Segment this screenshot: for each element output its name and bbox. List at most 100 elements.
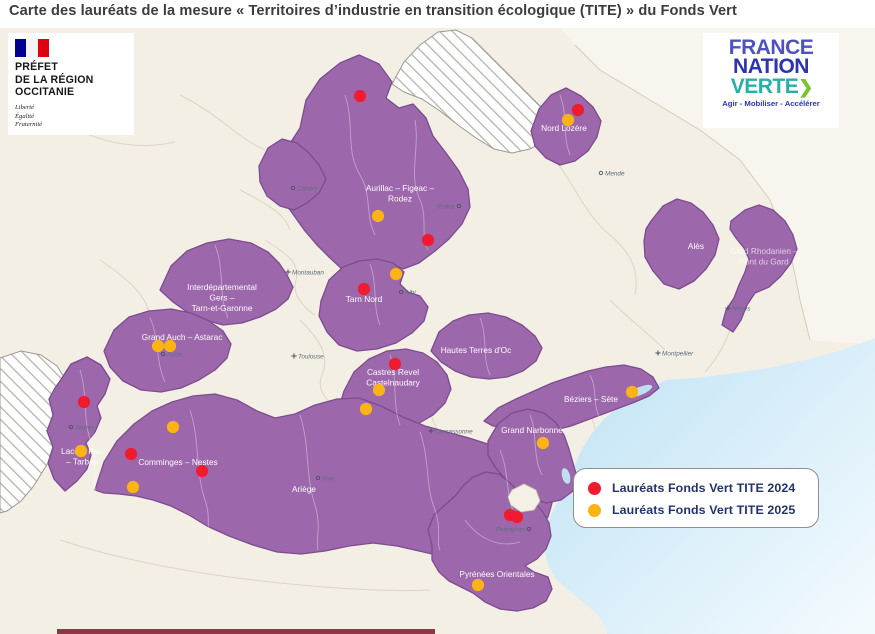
legend-dot-2025 xyxy=(588,503,601,517)
hatched-areas xyxy=(0,29,559,514)
territory-label-nord-lozere: Nord Lozère xyxy=(541,123,587,133)
city-marker-Montauban xyxy=(285,269,291,275)
laureate-dot-2025 xyxy=(74,444,88,458)
territory-label-beziers-sete: Béziers – Sète xyxy=(564,394,618,404)
motto-liberte: Liberté xyxy=(15,104,35,112)
city-marker-Nîmes xyxy=(725,305,731,311)
territory-label-hautes-terres-d-oc: Hautes Terres d'Oc xyxy=(441,345,512,355)
laureate-dot-2024 xyxy=(388,357,402,371)
territory-label-gard-rhodanien-pont-du-gard: Gard Rhodanien – xyxy=(730,246,798,256)
city-label-Nîmes: Nîmes xyxy=(732,305,751,312)
city-marker-Albi xyxy=(398,289,404,295)
city-label-Montauban: Montauban xyxy=(292,269,324,276)
legend-label-2024: Lauréats Fonds Vert TITE 2024 xyxy=(612,481,796,495)
city-label-Tarbes: Tarbes xyxy=(75,424,95,431)
city-marker-Perpignan xyxy=(526,526,532,532)
territory-label-lacq-pau-tarbes: – Tarbes xyxy=(66,456,98,466)
city-marker-Mende xyxy=(598,170,604,176)
legend-label-2025: Lauréats Fonds Vert TITE 2025 xyxy=(612,503,796,517)
city-label-Foix: Foix xyxy=(322,475,335,482)
legend: Lauréats Fonds Vert TITE 2024 Lauréats F… xyxy=(573,468,819,528)
laureate-dot-2025 xyxy=(471,578,485,592)
page-title: Carte des lauréats de la mesure « Territ… xyxy=(9,3,737,19)
france-nation-verte-logo: FRANCE NATION VERTE❯ Agir - Mobiliser - … xyxy=(703,33,839,128)
laureate-dot-2024 xyxy=(124,447,138,461)
motto-fraternite: Fraternité xyxy=(15,121,43,129)
city-marker-Toulouse xyxy=(291,353,297,359)
territory-label-ales: Alès xyxy=(688,241,704,251)
city-label-Mende: Mende xyxy=(605,170,625,177)
city-label-Montpellier: Montpellier xyxy=(662,350,694,357)
laureate-dot-2024 xyxy=(77,395,91,409)
laureate-dot-2025 xyxy=(371,209,385,223)
territory-shape-cahors-area xyxy=(258,138,327,211)
french-flag-icon xyxy=(15,39,49,57)
territory-label-aurillac-figeac-rodez: Rodez xyxy=(388,193,412,203)
territory-label-grand-narbonne: Grand Narbonne xyxy=(501,425,563,435)
city-marker-Tarbes xyxy=(68,424,74,430)
prefet-line-1: PRÉFET xyxy=(15,61,58,73)
fnv-word-france: FRANCE xyxy=(728,36,814,59)
territory-label-comminges-nestes: Comminges – Nestes xyxy=(138,457,217,467)
territory-label-ariege: Ariège xyxy=(292,484,316,494)
territory-shape-lacq-pau-tarbes xyxy=(46,356,111,492)
laureate-dot-2024 xyxy=(571,103,585,117)
laureate-dot-2025 xyxy=(389,267,403,281)
laureate-dot-2025 xyxy=(166,420,180,434)
city-label-Carcassonne: Carcassonne xyxy=(435,428,473,435)
laureate-dot-2024 xyxy=(510,510,524,524)
laureate-dot-2024 xyxy=(195,464,209,478)
non-tite-enclave xyxy=(507,483,541,513)
laureate-dot-2025 xyxy=(359,402,373,416)
city-marker-Rodez xyxy=(456,203,462,209)
city-marker-Montpellier xyxy=(655,350,661,356)
laureate-dot-2025 xyxy=(163,339,177,353)
city-label-Cahors: Cahors xyxy=(297,185,318,192)
city-label-Perpignan: Perpignan xyxy=(496,526,526,533)
laureate-dot-2025 xyxy=(561,113,575,127)
territory-shape-aurillac-figeac-rodez xyxy=(270,54,471,276)
city-marker-Foix xyxy=(315,475,321,481)
territory-label-aurillac-figeac-rodez: Aurillac – Figeac – xyxy=(366,183,435,193)
bottom-edge-strip xyxy=(57,629,435,634)
fnv-word-nation: NATION xyxy=(733,55,809,79)
territory-label-interdepartemental-gers-tarn-et-garonne: Interdépartemental xyxy=(187,282,257,292)
city-label-Auch: Auch xyxy=(166,351,182,358)
prefet-line-3: OCCITANIE xyxy=(15,86,75,99)
fnv-chevron-icon: ❯ xyxy=(798,76,813,97)
legend-dot-2024 xyxy=(588,481,601,495)
city-marker-Carcassonne xyxy=(428,428,434,434)
laureate-dot-2025 xyxy=(372,383,386,397)
fnv-tagline: Agir - Mobiliser - Accélérer xyxy=(722,98,820,108)
prefet-occitanie-logo: PRÉFET DE LA RÉGION OCCITANIE Liberté Ég… xyxy=(8,33,134,135)
legend-row-2024: Lauréats Fonds Vert TITE 2024 xyxy=(588,477,818,499)
laureate-dot-2024 xyxy=(421,233,435,247)
territory-shape-nord-lozere xyxy=(530,87,602,166)
legend-row-2025: Lauréats Fonds Vert TITE 2025 xyxy=(588,499,818,521)
laureate-dot-2025 xyxy=(151,339,165,353)
laureate-dot-2024 xyxy=(357,282,371,296)
prefet-line-2: DE LA RÉGION xyxy=(15,73,94,86)
motto-egalite: Égalité xyxy=(15,112,35,120)
territory-shape-gard-rhodanien xyxy=(721,204,798,333)
city-label-Rodez: Rodez xyxy=(437,203,456,210)
territory-label-castres-revel-castelnaudary: Castelnaudary xyxy=(366,377,420,387)
laureate-dot-2025 xyxy=(126,480,140,494)
territory-shape-ales xyxy=(643,198,720,290)
laureate-dot-2025 xyxy=(625,385,639,399)
territory-shape-hautes-terres-d-oc xyxy=(430,312,543,380)
city-labels-layer: Mende Cahors Rodez Montauban Albi Toulouse Auc… xyxy=(68,170,751,533)
city-marker-Cahors xyxy=(290,185,296,191)
territory-label-interdepartemental-gers-tarn-et-garonne: Tarn-et-Garonne xyxy=(192,303,253,313)
territory-label-gard-rhodanien-pont-du-gard: Pont du Gard xyxy=(739,256,789,266)
laureate-dot-2024 xyxy=(353,89,367,103)
territory-label-grand-auch-astarac: Grand Auch – Astarac xyxy=(142,332,223,342)
city-marker-Auch xyxy=(160,351,166,357)
territory-label-interdepartemental-gers-tarn-et-garonne: Gers – xyxy=(210,292,235,302)
fnv-word-verte: VERTE❯ xyxy=(730,74,814,98)
city-label-Toulouse: Toulouse xyxy=(298,353,324,360)
territory-label-castres-revel-castelnaudary: Castres Revel xyxy=(367,367,419,377)
territory-shape-tarn-nord xyxy=(318,258,429,352)
laureate-dots-layer xyxy=(74,89,639,592)
